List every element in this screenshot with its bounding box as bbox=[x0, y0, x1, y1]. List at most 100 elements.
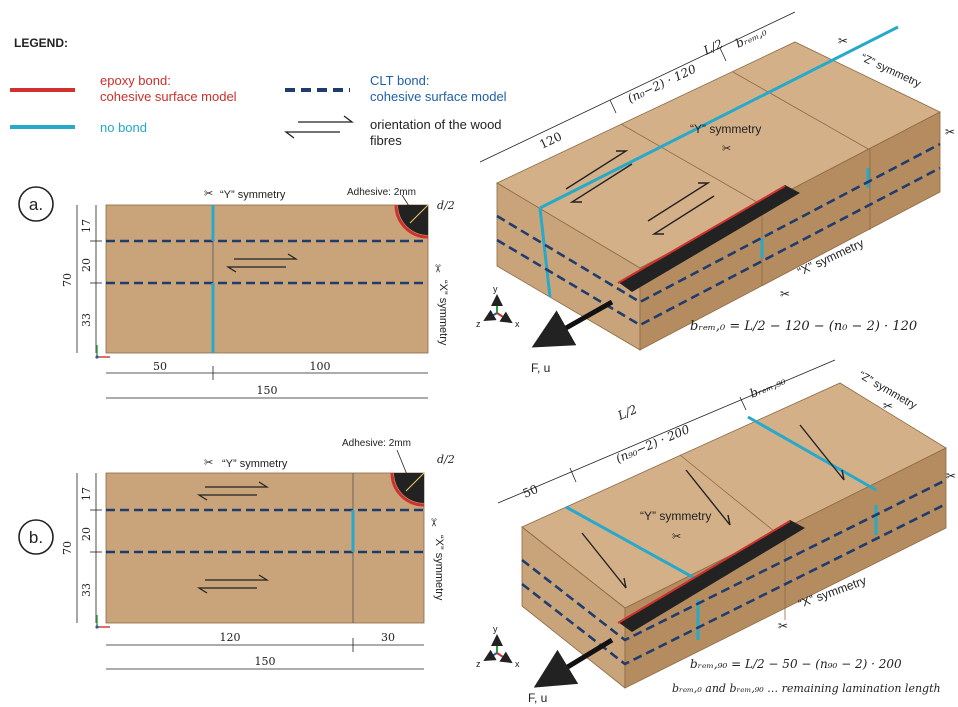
model-a-brem: bᵣₑₘ,₀ bbox=[733, 24, 769, 50]
model-a-fibre-arrow-top-icon bbox=[565, 150, 633, 203]
panel-b-dim-20: 20 bbox=[80, 527, 93, 541]
legend-epoxy-label-1: epoxy bond: bbox=[100, 73, 171, 88]
model-a-epoxy-bond bbox=[617, 185, 786, 284]
model-b-rod bbox=[618, 520, 805, 632]
model-b-dim-half bbox=[497, 359, 836, 504]
panel-a-axes-icon bbox=[95, 345, 110, 359]
model-b-clt-lower bbox=[521, 502, 947, 666]
model-b-y-scissors-icon: ✂ bbox=[672, 531, 681, 543]
legend: LEGEND: epoxy bond: cohesive surface mod… bbox=[10, 36, 507, 148]
panel-a-dim-33: 33 bbox=[80, 313, 93, 327]
model-b-fibre-arrow-2-icon bbox=[685, 469, 731, 526]
panel-b-x-symmetry: “X” symmetry bbox=[433, 535, 445, 601]
panel-a-label-circle bbox=[18, 186, 54, 222]
model-a-dim-half bbox=[479, 11, 796, 163]
panel-a-dim-150: 150 bbox=[257, 384, 278, 397]
model-b-half-length: L/2 bbox=[615, 402, 639, 423]
legend-clt-label-1: CLT bond: bbox=[370, 73, 430, 88]
panel-b-label: b. bbox=[29, 528, 43, 547]
model-a-side-face bbox=[639, 111, 941, 351]
model-b-seg1: 50 bbox=[521, 482, 541, 501]
panel-b-dim-120: 120 bbox=[220, 631, 241, 644]
model-b-y-symmetry: “Y” symmetry bbox=[640, 509, 711, 523]
model-b-x-scissors-icon: ✂ bbox=[778, 619, 788, 633]
panel-b-adhesive-arc bbox=[390, 472, 425, 507]
model-a-clt-upper bbox=[496, 142, 941, 304]
panel-b-dim-17: 17 bbox=[80, 487, 93, 501]
legend-fibre-arrow-icon bbox=[284, 115, 354, 139]
model-b-3d: F, u 50 (n₉₀−2) · 200 L/2 bᵣₑₘ,₉₀ “Z” sy… bbox=[476, 359, 956, 705]
model-a-formula: bᵣₑₘ,₀ = L/2 − 120 − (n₀ − 2) · 120 bbox=[690, 319, 917, 334]
model-b-epoxy-bond bbox=[617, 520, 791, 624]
legend-title: LEGEND: bbox=[14, 36, 68, 50]
model-a-rod bbox=[618, 185, 800, 292]
model-b-nobond-top2 bbox=[747, 415, 877, 492]
model-b-formula: bᵣₑₘ,₉₀ = L/2 − 50 − (n₉₀ − 2) · 200 bbox=[690, 657, 902, 671]
panel-a-fibre-arrow-icon bbox=[225, 253, 299, 273]
model-a-y-symmetry: “Y” symmetry bbox=[690, 122, 761, 136]
legend-fibres-label-2: fibres bbox=[370, 133, 402, 148]
panel-a-dim-70: 70 bbox=[61, 273, 74, 287]
model-a-x-scissors-icon: ✂ bbox=[780, 287, 790, 301]
panel-a-cross-section bbox=[105, 204, 429, 354]
panel-b-cross-section bbox=[105, 472, 425, 624]
panel-b-scissors-icon: ✂ bbox=[204, 457, 213, 469]
panel-b-fibre-arrow-bottom-icon bbox=[196, 574, 270, 594]
model-b-axis-x: x bbox=[515, 659, 520, 669]
model-a-y-scissors-icon: ✂ bbox=[722, 143, 731, 155]
panel-a-dim-20: 20 bbox=[80, 258, 93, 272]
model-a-z-scissors-icon: ✂ bbox=[838, 34, 848, 48]
model-a-axes-icon: y x z bbox=[476, 284, 520, 329]
panel-b-adhesive-label: Adhesive: 2mm bbox=[342, 438, 411, 449]
legend-fibres-label-1: orientation of the wood bbox=[370, 117, 502, 132]
model-b-clt-upper bbox=[521, 478, 947, 642]
model-b-note: bᵣₑₘ,₀ and bᵣₑₘ,₉₀ … remaining laminatio… bbox=[672, 682, 941, 695]
panel-a-radius-line bbox=[409, 204, 429, 224]
panel-a-x-symmetry: “X” symmetry bbox=[437, 280, 449, 346]
panel-a-dim-100: 100 bbox=[310, 360, 331, 373]
panel-b-label-circle bbox=[18, 519, 54, 555]
model-b-brem: bᵣₑₘ,₉₀ bbox=[748, 373, 788, 401]
panel-a-adhesive-leader bbox=[401, 194, 415, 215]
panel-b-dim-33: 33 bbox=[80, 583, 93, 597]
model-b-axis-y: y bbox=[493, 624, 498, 634]
panel-b-section: b. Adhesive: 2mm d/2 ✂ “Y” symmetry ✂ “X… bbox=[18, 438, 455, 670]
legend-clt-label-2: cohesive surface model bbox=[370, 89, 507, 104]
panel-b-dim-70: 70 bbox=[61, 541, 74, 555]
panel-b-dim-150: 150 bbox=[255, 655, 276, 668]
panel-a-d2-label: d/2 bbox=[437, 199, 455, 212]
model-a-force-label: F, u bbox=[531, 361, 550, 375]
model-a-nobond-top bbox=[539, 25, 899, 210]
model-b-z-scissors-icon: ✂ bbox=[883, 399, 893, 413]
panel-b-y-symmetry: “Y” symmetry bbox=[222, 458, 288, 470]
model-a-nobond-front bbox=[538, 207, 552, 298]
model-b-side-face bbox=[624, 447, 947, 689]
model-b-side-scissors-icon: ✂ bbox=[946, 469, 956, 483]
legend-epoxy-label-2: cohesive surface model bbox=[100, 89, 237, 104]
model-b-axes-icon: y x z bbox=[476, 624, 520, 669]
model-b-force-arrow bbox=[533, 637, 614, 688]
model-b-axis-z: z bbox=[476, 659, 481, 669]
model-b-fibre-arrow-1-icon bbox=[581, 532, 627, 589]
panel-a-label: a. bbox=[29, 195, 43, 214]
panel-a-scissors-icon: ✂ bbox=[204, 188, 213, 200]
panel-a-x-scissors-icon: ✂ bbox=[431, 264, 443, 273]
model-b-nobond-top1 bbox=[565, 505, 699, 582]
model-a-axis-x: x bbox=[515, 319, 520, 329]
model-a-axis-y: y bbox=[493, 284, 498, 294]
model-b-force-label: F, u bbox=[528, 691, 547, 705]
panel-b-dim-30: 30 bbox=[381, 631, 395, 644]
panel-a-adhesive-arc bbox=[394, 204, 429, 239]
model-a-3d: F, u 120 (n₀−2) · 120 L/2 bᵣₑₘ,₀ “Z” sym… bbox=[476, 11, 955, 375]
panel-b-adhesive-leader bbox=[396, 449, 411, 483]
panel-b-x-scissors-icon: ✂ bbox=[427, 518, 439, 527]
panel-b-d2-label: d/2 bbox=[437, 453, 455, 466]
panel-a-y-symmetry: “Y” symmetry bbox=[220, 189, 286, 201]
legend-nobond-label: no bond bbox=[100, 120, 147, 135]
model-a-force-arrow bbox=[531, 299, 614, 348]
model-a-clt-lower bbox=[496, 166, 941, 327]
panel-a-dim-17: 17 bbox=[80, 219, 93, 233]
model-b-fibre-arrow-3-icon bbox=[799, 424, 845, 481]
panel-a-adhesive-label: Adhesive: 2mm bbox=[347, 187, 416, 198]
